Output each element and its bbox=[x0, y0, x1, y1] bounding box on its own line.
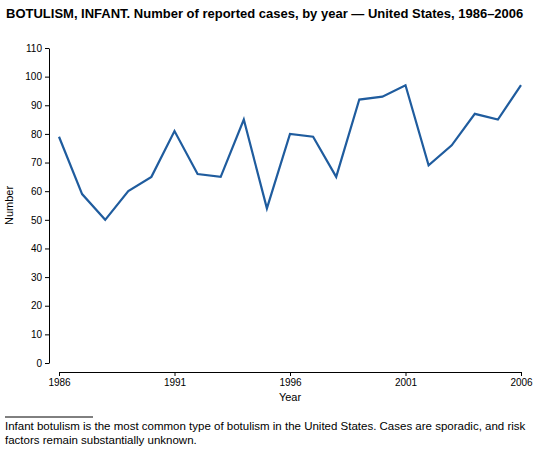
plot-area bbox=[59, 85, 521, 220]
y-tick-label: 100 bbox=[25, 71, 42, 82]
y-tick: 20 bbox=[31, 300, 49, 311]
y-tick-label: 20 bbox=[31, 300, 43, 311]
y-tick-mark bbox=[45, 134, 49, 135]
x-axis-title: Year bbox=[279, 391, 302, 403]
chart: BOTULISM, INFANT. Number of reported cas… bbox=[0, 0, 545, 455]
x-tick-label: 1996 bbox=[279, 377, 302, 388]
x-tick: 2001 bbox=[395, 372, 418, 388]
y-tick-label: 50 bbox=[31, 215, 43, 226]
x-tick: 1996 bbox=[279, 372, 302, 388]
y-tick-mark bbox=[45, 105, 49, 106]
x-tick-label: 2006 bbox=[510, 377, 533, 388]
x-tick-mark bbox=[406, 372, 407, 376]
y-tick-mark bbox=[45, 363, 49, 364]
x-tick-mark bbox=[59, 372, 60, 376]
y-tick: 110 bbox=[26, 43, 49, 54]
y-tick-mark bbox=[45, 248, 49, 249]
y-tick-mark bbox=[45, 163, 49, 164]
y-tick-mark bbox=[45, 220, 49, 221]
y-tick: 30 bbox=[31, 272, 49, 283]
y-tick-mark bbox=[45, 306, 49, 307]
x-tick-label: 1986 bbox=[48, 377, 71, 388]
line bbox=[59, 85, 521, 220]
x-tick-label: 2001 bbox=[395, 377, 418, 388]
y-tick-label: 40 bbox=[31, 243, 43, 254]
y-tick-label: 80 bbox=[31, 129, 43, 140]
y-tick-label: 70 bbox=[31, 157, 43, 168]
y-tick: 100 bbox=[25, 71, 49, 82]
y-tick: 90 bbox=[31, 100, 49, 111]
y-tick-mark bbox=[45, 277, 49, 278]
y-axis-title: Number bbox=[3, 186, 15, 225]
y-tick: 80 bbox=[31, 129, 49, 140]
footnote-rule bbox=[5, 417, 93, 418]
y-tick-mark bbox=[45, 48, 49, 49]
x-tick-mark bbox=[521, 372, 522, 376]
y-tick-mark bbox=[45, 77, 49, 78]
y-tick: 60 bbox=[31, 186, 49, 197]
y-tick-mark bbox=[45, 191, 49, 192]
y-tick-label: 0 bbox=[36, 358, 42, 369]
x-tick: 1991 bbox=[164, 372, 187, 388]
x-tick: 2006 bbox=[510, 372, 533, 388]
y-tick: 10 bbox=[31, 329, 49, 340]
y-tick-label: 60 bbox=[31, 186, 43, 197]
x-tick-mark bbox=[175, 372, 176, 376]
y-axis-line bbox=[49, 49, 50, 364]
y-tick-label: 90 bbox=[31, 100, 43, 111]
y-tick: 70 bbox=[31, 157, 49, 168]
y-axis: 0 10 20 30 40 50 60 70 80 90 100 110 bbox=[25, 43, 49, 369]
y-tick-mark bbox=[45, 334, 49, 335]
y-tick-label: 10 bbox=[31, 329, 43, 340]
x-tick-mark bbox=[290, 372, 291, 376]
y-tick: 50 bbox=[31, 215, 49, 226]
x-axis: 1986 1991 1996 2001 2006 bbox=[48, 372, 533, 388]
y-tick-label: 110 bbox=[26, 43, 42, 54]
y-tick-label: 30 bbox=[31, 272, 43, 283]
footnote: Infant botulism is the most common type … bbox=[5, 420, 526, 446]
x-tick: 1986 bbox=[48, 372, 71, 388]
x-tick-label: 1991 bbox=[164, 377, 187, 388]
title: BOTULISM, INFANT. Number of reported cas… bbox=[6, 6, 523, 21]
y-tick: 0 bbox=[36, 358, 49, 369]
y-tick: 40 bbox=[31, 243, 49, 254]
